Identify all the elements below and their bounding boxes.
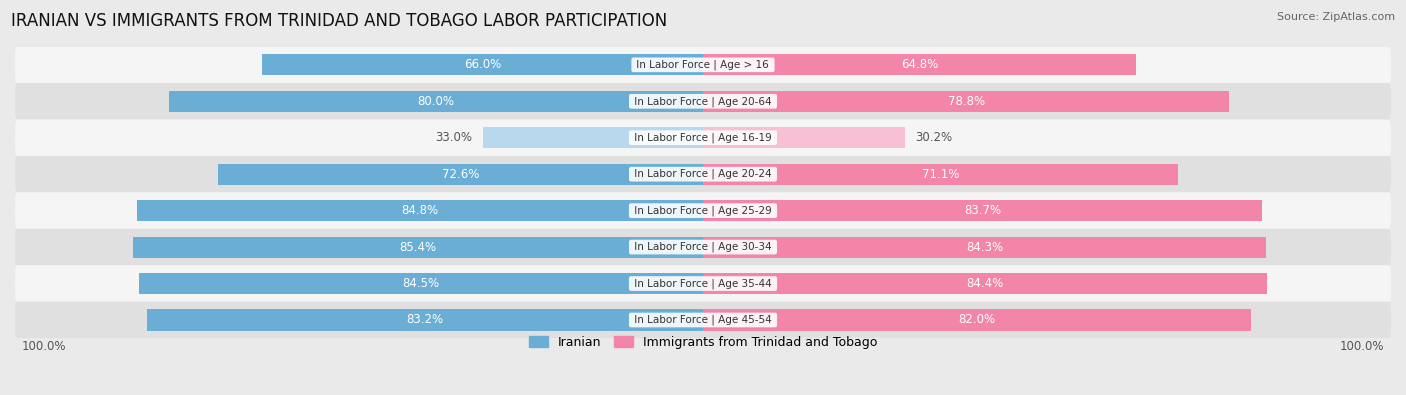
Text: In Labor Force | Age 35-44: In Labor Force | Age 35-44 [631, 278, 775, 289]
Bar [169, 91, 703, 112]
Text: 66.0%: 66.0% [464, 58, 501, 71]
Legend: Iranian, Immigrants from Trinidad and Tobago: Iranian, Immigrants from Trinidad and To… [523, 330, 883, 355]
Text: 33.0%: 33.0% [436, 131, 472, 144]
FancyBboxPatch shape [15, 83, 1391, 120]
Bar [132, 237, 703, 258]
Text: In Labor Force | Age 30-34: In Labor Force | Age 30-34 [631, 242, 775, 252]
Bar [139, 273, 703, 294]
Bar [703, 54, 1136, 75]
Text: In Labor Force | Age 20-24: In Labor Force | Age 20-24 [631, 169, 775, 179]
Text: 83.2%: 83.2% [406, 314, 444, 327]
Text: 84.4%: 84.4% [966, 277, 1004, 290]
Text: 78.8%: 78.8% [948, 95, 984, 108]
FancyBboxPatch shape [15, 156, 1391, 192]
Text: 85.4%: 85.4% [399, 241, 436, 254]
FancyBboxPatch shape [15, 302, 1391, 338]
Text: In Labor Force | Age 16-19: In Labor Force | Age 16-19 [631, 132, 775, 143]
FancyBboxPatch shape [15, 265, 1391, 302]
Text: In Labor Force | Age 25-29: In Labor Force | Age 25-29 [631, 205, 775, 216]
Text: 80.0%: 80.0% [418, 95, 454, 108]
Text: 30.2%: 30.2% [915, 131, 952, 144]
Text: 84.3%: 84.3% [966, 241, 1002, 254]
FancyBboxPatch shape [15, 192, 1391, 229]
FancyBboxPatch shape [15, 47, 1391, 83]
Bar [703, 309, 1251, 331]
Bar [262, 54, 703, 75]
FancyBboxPatch shape [15, 229, 1391, 265]
Text: 64.8%: 64.8% [901, 58, 938, 71]
Bar [136, 200, 703, 221]
Text: In Labor Force | Age 45-54: In Labor Force | Age 45-54 [631, 315, 775, 325]
Text: 71.1%: 71.1% [922, 168, 959, 181]
Bar [148, 309, 703, 331]
Text: 100.0%: 100.0% [1340, 340, 1385, 353]
Bar [482, 127, 703, 148]
Bar [218, 164, 703, 185]
Text: 82.0%: 82.0% [959, 314, 995, 327]
Bar [703, 164, 1178, 185]
Text: 84.8%: 84.8% [401, 204, 439, 217]
Text: In Labor Force | Age > 16: In Labor Force | Age > 16 [634, 60, 772, 70]
Bar [703, 273, 1267, 294]
Text: 72.6%: 72.6% [441, 168, 479, 181]
FancyBboxPatch shape [15, 120, 1391, 156]
Bar [703, 200, 1263, 221]
Text: IRANIAN VS IMMIGRANTS FROM TRINIDAD AND TOBAGO LABOR PARTICIPATION: IRANIAN VS IMMIGRANTS FROM TRINIDAD AND … [11, 12, 668, 30]
Text: Source: ZipAtlas.com: Source: ZipAtlas.com [1277, 12, 1395, 22]
Bar [703, 91, 1229, 112]
Bar [703, 237, 1265, 258]
Bar [703, 127, 904, 148]
Text: In Labor Force | Age 20-64: In Labor Force | Age 20-64 [631, 96, 775, 107]
Text: 100.0%: 100.0% [21, 340, 66, 353]
Text: 84.5%: 84.5% [402, 277, 439, 290]
Text: 83.7%: 83.7% [965, 204, 1001, 217]
